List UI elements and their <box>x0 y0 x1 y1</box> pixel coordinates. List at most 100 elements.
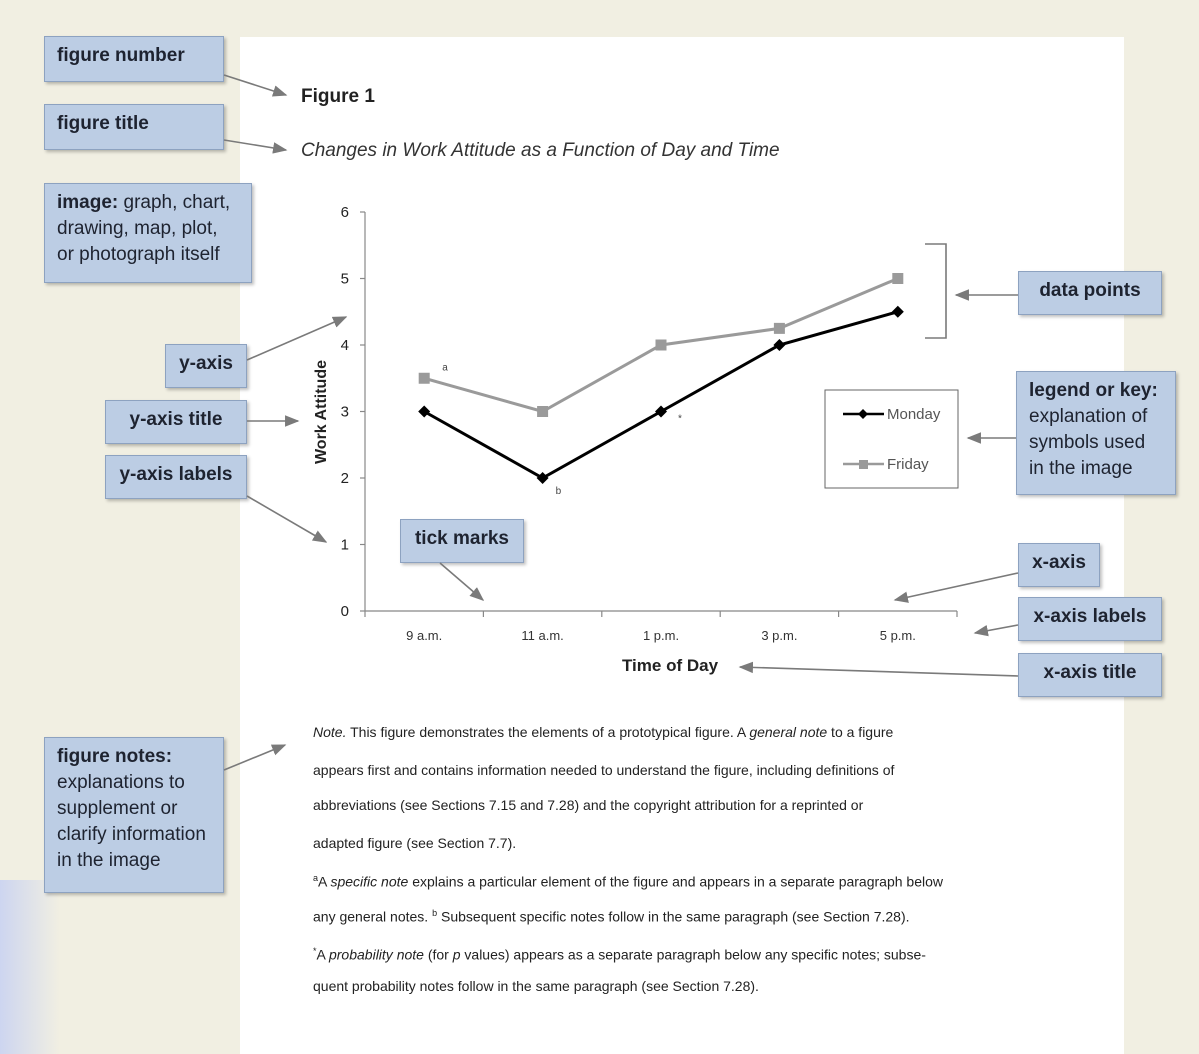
note-prob-text-a: A <box>316 946 329 963</box>
y-tick-label: 3 <box>341 404 349 421</box>
callout-data-points: data points <box>1018 271 1162 315</box>
callout-image-bold: image: <box>57 192 119 213</box>
callout-legend-bold: legend or key: <box>1029 380 1158 401</box>
note-prob-term: probability note <box>328 946 424 963</box>
callout-notes-line3: supplement or <box>57 798 178 819</box>
x-axis-title: Time of Day <box>622 656 719 675</box>
note-general-text-a: This figure demonstrates the elements of… <box>346 724 750 740</box>
callout-y-axis-labels: y-axis labels <box>105 455 247 499</box>
note-general-line3: abbreviations (see Sections 7.15 and 7.2… <box>313 797 864 813</box>
note-specific-text-b: explains a particular element of the fig… <box>408 873 943 890</box>
callout-figure-notes: figure notes: explanations to supplement… <box>44 737 224 893</box>
callout-image-line3: or photograph itself <box>57 244 220 265</box>
x-tick-label: 5 p.m. <box>880 628 916 643</box>
callout-notes-line4: clarify information <box>57 824 206 845</box>
annotation-label: b <box>556 486 562 497</box>
y-tick-label: 2 <box>341 470 349 487</box>
figure-notes: Note. This figure demonstrates the eleme… <box>313 720 1073 1012</box>
data-points-bracket <box>925 243 947 339</box>
y-tick-label: 0 <box>341 603 349 620</box>
data-point-monday <box>418 405 431 418</box>
note-specific-text-a: A <box>318 873 331 890</box>
callout-legend-line4: in the image <box>1029 458 1133 479</box>
legend: Monday Friday <box>824 389 959 489</box>
data-point-monday <box>773 339 786 351</box>
callout-legend: legend or key: explanation of symbols us… <box>1016 371 1176 495</box>
callout-y-axis-title-text: y-axis title <box>129 409 223 430</box>
note-general-line1: Note. This figure demonstrates the eleme… <box>313 720 1073 758</box>
arrow-x-axis-title <box>738 661 1019 677</box>
legend-marker-monday <box>858 409 868 419</box>
callout-notes-bold: figure notes: <box>57 746 173 767</box>
data-point-monday <box>891 305 904 318</box>
arrow-tick-marks <box>439 562 485 601</box>
note-sup-b: b <box>432 908 438 918</box>
callout-x-axis-labels-text: x-axis labels <box>1033 606 1147 627</box>
annotation-label: a <box>442 362 448 373</box>
note-label: Note. <box>313 724 347 740</box>
data-point-monday <box>655 405 667 418</box>
x-tick-label: 1 p.m. <box>643 628 679 643</box>
note-specific-line2-b: Subsequent specific notes follow in the … <box>437 908 910 925</box>
x-tick-label: 3 p.m. <box>761 628 797 643</box>
note-specific-term: specific note <box>330 873 409 890</box>
arrow-y-axis-labels <box>246 495 328 543</box>
callout-image: image: graph, chart, drawing, map, plot,… <box>44 183 252 283</box>
legend-marker-friday <box>859 460 868 469</box>
y-tick-label: 1 <box>341 537 349 554</box>
y-tick-label: 4 <box>341 337 349 354</box>
callout-y-axis-text: y-axis <box>179 353 233 374</box>
legend-label-monday: Monday <box>887 406 941 423</box>
arrow-figure-title <box>223 139 288 154</box>
x-tick-label: 9 a.m. <box>406 628 442 643</box>
data-point-monday <box>536 472 549 484</box>
callout-x-axis: x-axis <box>1018 543 1100 587</box>
data-point-friday <box>537 406 549 417</box>
note-prob-p: p <box>452 946 461 963</box>
arrow-x-axis <box>893 572 1019 603</box>
legend-label-friday: Friday <box>887 456 929 473</box>
callout-image-line2: drawing, map, plot, <box>57 218 218 239</box>
callout-x-axis-title-text: x-axis title <box>1043 662 1137 683</box>
data-point-friday <box>418 372 430 384</box>
x-tick-label: 11 a.m. <box>521 628 563 643</box>
note-prob-text-c: values) appears as a separate paragraph … <box>460 946 926 963</box>
note-general-term: general note <box>749 724 828 740</box>
note-general-line2: appears first and contains information n… <box>313 762 895 778</box>
annotation-label: * <box>678 414 682 425</box>
note-specific-line2-a: any general notes. <box>313 908 433 925</box>
callout-tick-marks: tick marks <box>400 519 524 563</box>
callout-figure-title-text: figure title <box>57 113 149 134</box>
callout-data-points-text: data points <box>1039 280 1141 301</box>
arrow-y-axis <box>246 316 348 361</box>
legend-box <box>824 389 959 489</box>
note-sup-star: * <box>313 946 317 956</box>
background-glow <box>0 880 60 1054</box>
callout-notes-line2: explanations to <box>57 772 185 793</box>
callout-y-axis-labels-text: y-axis labels <box>119 464 233 485</box>
note-sup-a: a <box>313 873 319 883</box>
arrow-x-axis-labels <box>973 624 1019 637</box>
callout-x-axis-title: x-axis title <box>1018 653 1162 697</box>
callout-figure-number-text: figure number <box>57 45 185 66</box>
note-probability-line2: quent probability notes follow in the sa… <box>313 978 759 994</box>
callout-legend-line3: symbols used <box>1029 432 1146 453</box>
note-probability-line1: *A probability note (for p values) appea… <box>313 939 1073 974</box>
callout-figure-number: figure number <box>44 36 224 82</box>
note-specific-line2: any general notes. b Subsequent specific… <box>313 901 1073 939</box>
callout-tick-marks-text: tick marks <box>414 528 509 549</box>
arrow-figure-notes <box>223 744 287 771</box>
data-point-friday <box>773 322 785 334</box>
callout-x-axis-text: x-axis <box>1032 552 1086 573</box>
callout-x-axis-labels: x-axis labels <box>1018 597 1162 641</box>
callout-y-axis-title: y-axis title <box>105 400 247 444</box>
figure-number: Figure 1 <box>301 86 375 107</box>
callout-image-rest: graph, chart, <box>118 192 231 213</box>
note-prob-text-b: (for <box>423 946 453 963</box>
note-general-text-b: to a figure <box>827 724 894 740</box>
data-point-friday <box>892 273 904 284</box>
callout-legend-line2: explanation of <box>1029 406 1148 427</box>
y-tick-label: 5 <box>341 271 349 288</box>
callout-y-axis: y-axis <box>165 344 247 388</box>
note-general-line4: adapted figure (see Section 7.7). <box>313 835 517 851</box>
